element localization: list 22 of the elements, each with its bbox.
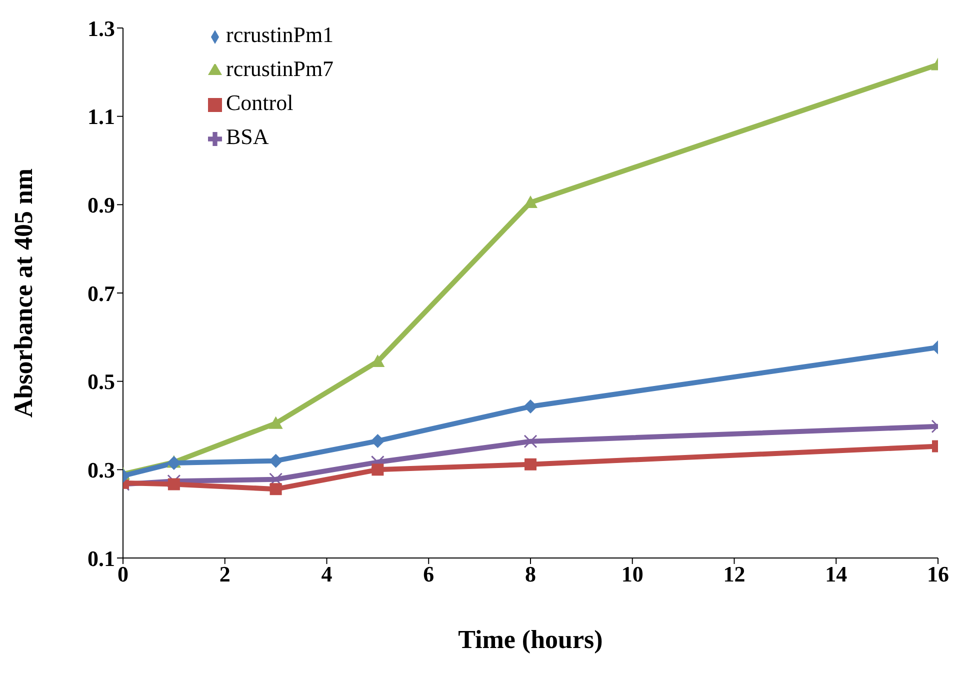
x-tick-label: 4 (321, 562, 332, 587)
y-tick-label: 0.3 (88, 457, 115, 482)
y-tick-label: 0.1 (88, 546, 115, 571)
x-tick-label: 16 (927, 562, 949, 587)
y-axis-title: Absorbance at 405 nm (9, 168, 38, 418)
y-tick-label: 1.1 (88, 104, 115, 130)
legend-label: BSA (226, 124, 269, 149)
y-tick-label: 0.5 (88, 369, 115, 394)
y-tick-label: 1.3 (88, 16, 115, 41)
x-tick-label: 8 (525, 562, 536, 587)
x-tick-label: 6 (423, 562, 434, 587)
x-tick-label: 0 (118, 562, 128, 587)
y-tick-label: 0.7 (88, 280, 115, 306)
legend-label: rcrustinPm1 (226, 22, 334, 47)
y-tick-label: 0.9 (88, 192, 115, 218)
x-axis-title: Time (hours) (458, 625, 603, 654)
x-tick-label: 10 (621, 562, 644, 587)
x-tick-label: 12 (723, 562, 746, 587)
legend-label: Control (226, 90, 294, 115)
legend-label: rcrustinPm7 (226, 56, 334, 81)
x-tick-label: 2 (219, 562, 230, 587)
x-tick-label: 14 (825, 562, 848, 587)
